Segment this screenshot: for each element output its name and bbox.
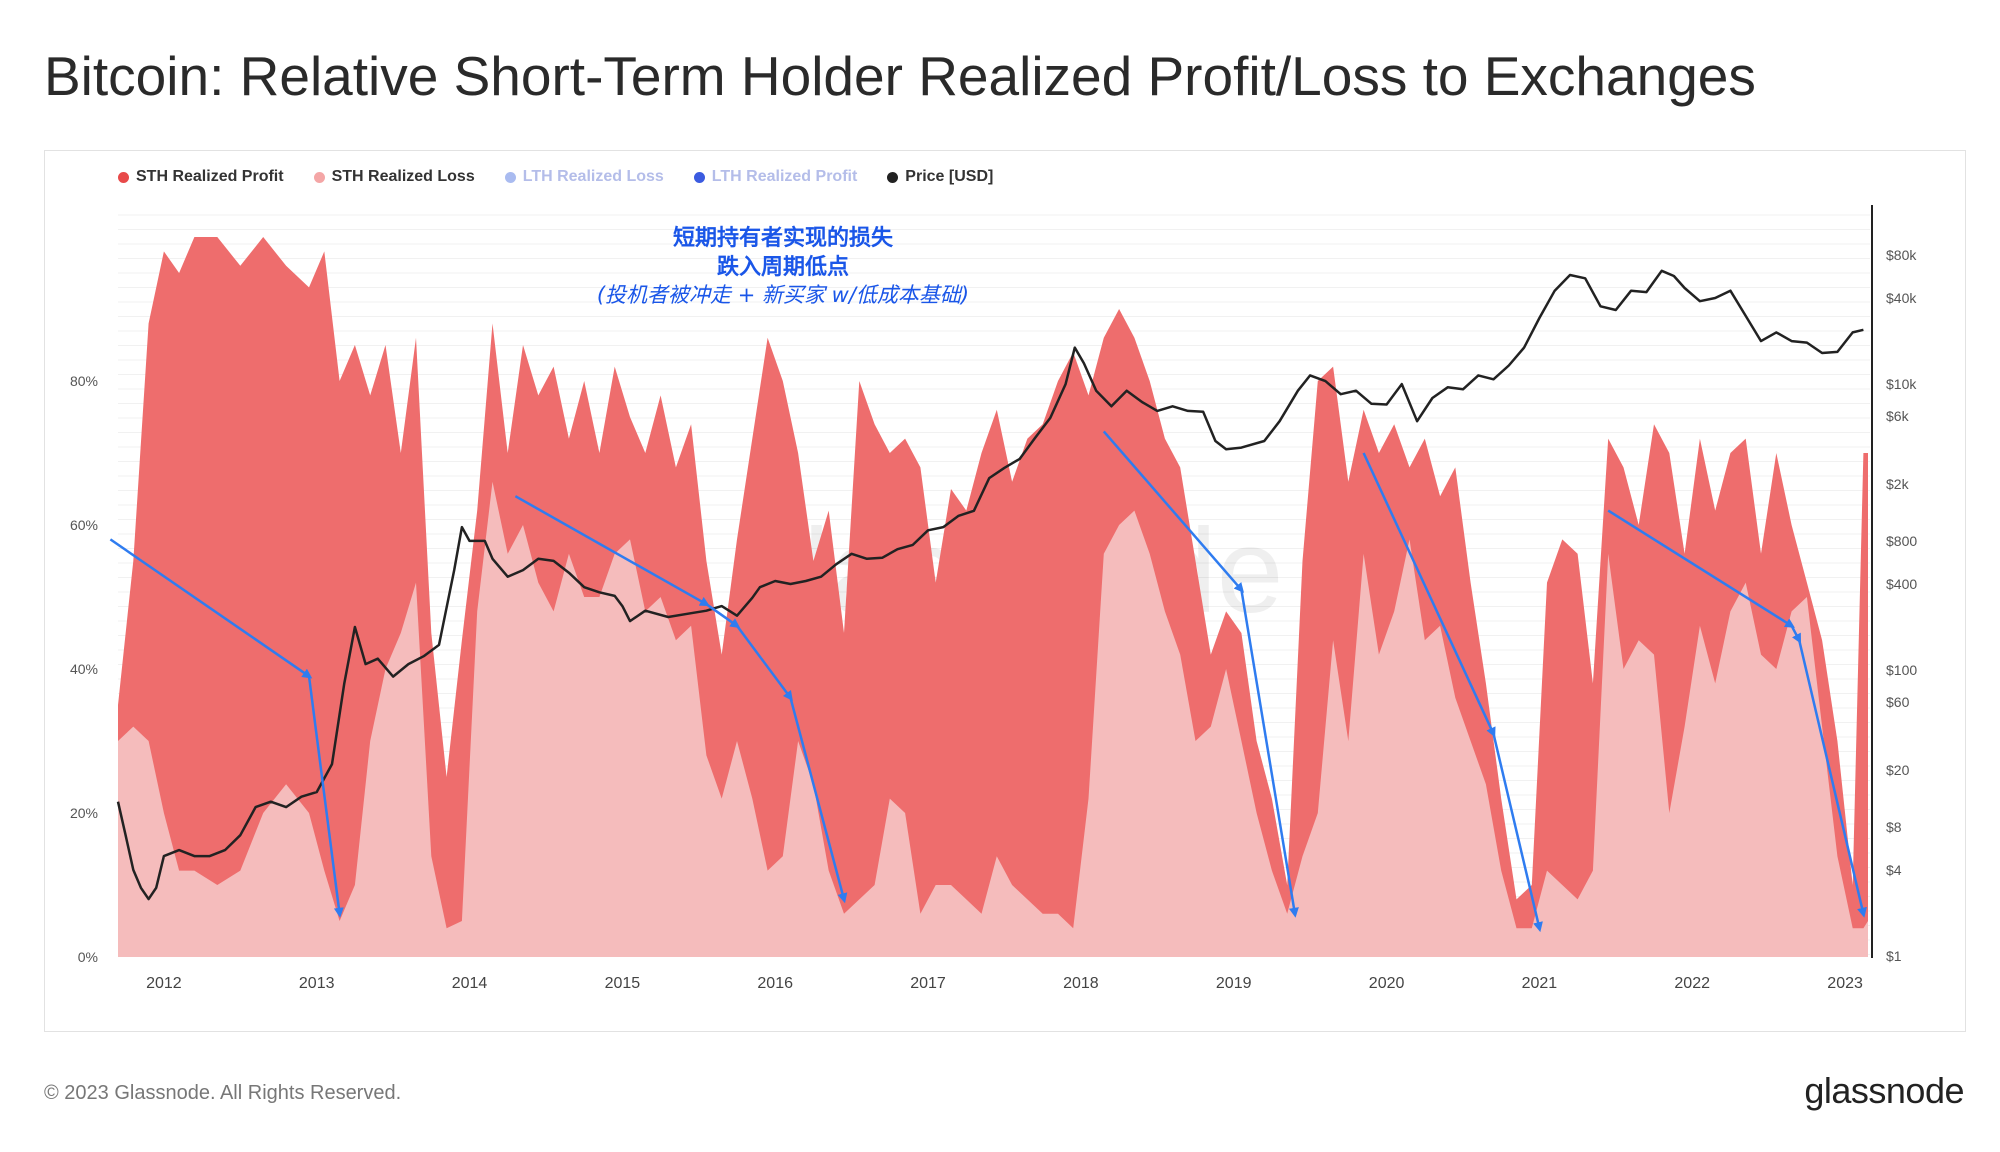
copyright-footer: © 2023 Glassnode. All Rights Reserved. [44, 1082, 402, 1104]
x-axis-label: 2017 [910, 975, 946, 992]
trend-arrow-segment [109, 538, 313, 679]
left-axis-label: 40% [70, 661, 98, 677]
legend-label-sth-profit: STH Realized Profit [136, 168, 284, 185]
chart-title: Bitcoin: Relative Short-Term Holder Real… [44, 45, 1756, 107]
legend: STH Realized Profit STH Realized Loss LT… [118, 168, 993, 186]
legend-dot-sth-loss [313, 171, 325, 183]
right-axis-label: $10k [1886, 376, 1917, 392]
chart-frame [44, 150, 1966, 1032]
right-axis-label: $20 [1886, 762, 1910, 778]
right-axis-label: $80k [1886, 247, 1917, 263]
left-axis-label: 20% [70, 805, 98, 821]
trend-arrow-segment [1102, 430, 1245, 593]
legend-item-lth-loss[interactable]: LTH Realized Loss [504, 168, 664, 186]
x-axis-label: 2012 [146, 975, 182, 992]
trend-arrow-segment [735, 625, 793, 702]
price-line [116, 269, 1864, 901]
x-axis-label: 2013 [299, 975, 335, 992]
trend-arrow-segment [1492, 733, 1543, 933]
right-axis-label: $6k [1886, 408, 1910, 424]
x-axis-label: 2016 [757, 975, 793, 992]
x-axis-label: 2015 [605, 975, 641, 992]
right-axis-label: $60 [1886, 694, 1910, 710]
right-axis-label: $4 [1886, 862, 1902, 878]
x-axis-label: 2020 [1369, 975, 1405, 992]
trend-arrow-segment [789, 697, 848, 904]
right-axis-label: $8 [1886, 819, 1902, 835]
trend-arrow-segment [705, 603, 741, 629]
x-axis-label: 2023 [1827, 975, 1863, 992]
legend-dot-lth-loss [504, 171, 516, 183]
trend-arrow-segment [514, 495, 710, 607]
x-axis-label: 2022 [1674, 975, 1710, 992]
annotation-line-1: 短期持有者实现的损失 [673, 225, 894, 251]
sth-loss-area [118, 481, 1868, 957]
annotation-line-2: 跌入周期低点 [717, 254, 849, 280]
left-axis-ticks: 0% 20% 40% 60% 80% [70, 373, 98, 965]
right-axis-ticks: $1 $4 $8 $20 $60 $100 $400 $800 $2k $6k $10k $40k $8… [1886, 247, 1917, 964]
right-axis-label: $2k [1886, 476, 1910, 492]
right-axis-label: $400 [1886, 576, 1917, 592]
trend-arrows [109, 430, 1867, 933]
legend-dot-lth-profit [693, 171, 705, 183]
legend-item-lth-profit[interactable]: LTH Realized Profit [693, 168, 858, 186]
x-axis-label: 2019 [1216, 975, 1252, 992]
legend-dot-sth-profit [118, 171, 129, 183]
trend-arrow-segment [1240, 589, 1299, 918]
trend-arrow-segment [1797, 639, 1867, 918]
legend-item-price[interactable]: Price [USD] [887, 168, 993, 186]
x-axis-label: 2021 [1522, 975, 1558, 992]
legend-label-sth-loss: STH Realized Loss [331, 168, 475, 185]
x-axis-label: 2018 [1063, 975, 1099, 992]
left-axis-label: 60% [70, 517, 98, 533]
right-axis-label: $1 [1886, 948, 1902, 964]
right-axis-label: $40k [1886, 290, 1917, 306]
legend-item-sth-profit[interactable]: STH Realized Profit [118, 168, 284, 186]
x-axis-label: 2014 [452, 975, 488, 992]
legend-label-lth-profit: LTH Realized Profit [711, 168, 858, 185]
trend-arrow-segment [307, 676, 344, 918]
brand-logo[interactable]: glassnode [1804, 1070, 1964, 1111]
legend-item-sth-loss[interactable]: STH Realized Loss [313, 168, 475, 186]
legend-label-lth-loss: LTH Realized Loss [522, 168, 664, 185]
legend-label-price: Price [USD] [905, 168, 994, 185]
right-axis-label: $800 [1886, 533, 1917, 549]
trend-arrow-segment [1607, 509, 1795, 628]
left-axis-label: 80% [70, 373, 98, 389]
legend-dot-price [887, 171, 899, 183]
trend-arrow-segment [1790, 625, 1802, 644]
annotation-line-3: (投机者被冲走 + 新买家 w/低成本基础) [597, 283, 969, 307]
trend-arrow-segment [1362, 452, 1496, 738]
right-axis-label: $100 [1886, 662, 1917, 678]
x-axis-ticks: 2012 2013 2014 2015 2016 2017 2018 2019 2020 2021… [146, 975, 1863, 992]
left-axis-label: 0% [78, 949, 98, 965]
